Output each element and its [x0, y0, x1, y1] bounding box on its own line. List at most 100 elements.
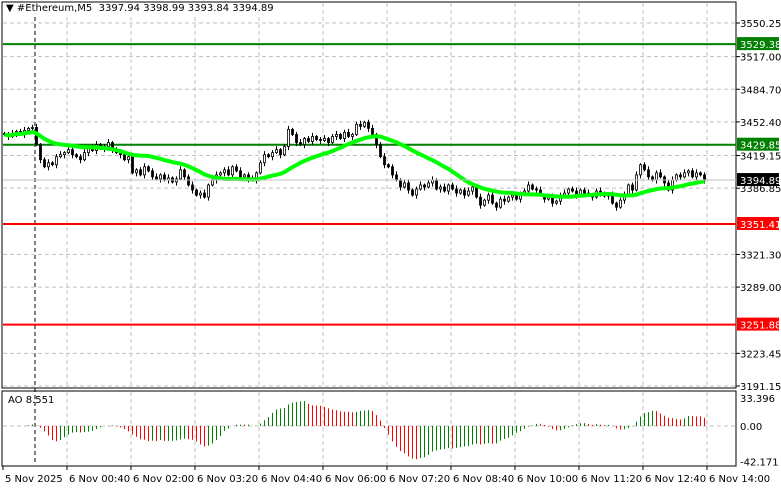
candle — [39, 144, 42, 161]
candle — [507, 196, 510, 202]
candle — [183, 169, 186, 178]
candle — [359, 123, 362, 127]
price-tick-label: 3452.40 — [740, 118, 781, 129]
candle — [619, 199, 622, 208]
candle — [287, 128, 290, 147]
candle — [455, 188, 458, 194]
candle — [411, 189, 414, 196]
time-label: 6 Nov 07:20 — [389, 474, 450, 485]
candle — [235, 166, 238, 172]
candle — [367, 121, 370, 129]
candle — [339, 134, 342, 139]
candle — [499, 198, 502, 208]
candle — [187, 176, 190, 186]
price-tick-label: 3517.00 — [740, 53, 781, 64]
candle — [271, 152, 274, 158]
candle — [195, 189, 198, 196]
candle — [439, 186, 442, 190]
candle — [223, 169, 226, 174]
price-tick-label: 3550.25 — [740, 19, 781, 30]
candle — [463, 189, 466, 196]
candle — [515, 194, 518, 200]
current-price-bg — [737, 173, 779, 187]
price-tick-label: 3386.85 — [740, 184, 781, 195]
candle — [279, 149, 282, 156]
candle — [199, 192, 202, 196]
candle — [391, 166, 394, 176]
candle — [403, 182, 406, 188]
time-label: 5 Nov 2025 — [5, 474, 63, 485]
candle — [139, 169, 142, 176]
candle — [315, 136, 318, 140]
candle — [75, 154, 78, 158]
candle — [363, 121, 366, 127]
candle — [55, 156, 58, 166]
candle — [415, 188, 418, 196]
candle — [147, 166, 150, 172]
candle — [243, 174, 246, 178]
candle — [371, 127, 374, 135]
price-tick-label: 3321.30 — [740, 250, 781, 261]
ao-name: AO — [8, 395, 23, 406]
candle — [291, 128, 294, 135]
current-price-label: 3394.89 — [740, 176, 781, 187]
candle — [631, 184, 634, 191]
time-label: 6 Nov 08:40 — [453, 474, 514, 485]
ao-scale-label: 0.00 — [740, 422, 762, 433]
time-label: 6 Nov 14:00 — [709, 474, 770, 485]
candle — [703, 174, 706, 181]
candle — [683, 172, 686, 178]
candle — [43, 159, 46, 168]
candle — [283, 146, 286, 156]
candle — [51, 162, 54, 166]
candle — [227, 169, 230, 176]
candle — [699, 172, 702, 176]
time-label: 6 Nov 00:40 — [69, 474, 130, 485]
candle — [63, 152, 66, 156]
candle — [583, 189, 586, 194]
candle — [231, 166, 234, 176]
candle — [503, 198, 506, 202]
candle — [475, 186, 478, 198]
candle — [347, 132, 350, 137]
candle — [615, 202, 618, 208]
candle — [163, 174, 166, 181]
candle — [387, 164, 390, 168]
candle — [319, 139, 322, 141]
level-label: 3429.85 — [740, 141, 781, 152]
candle — [483, 199, 486, 206]
collapse-triangle-icon[interactable]: ▼ — [6, 3, 14, 14]
level-label: 3351.41 — [740, 220, 781, 231]
candle — [491, 194, 494, 204]
candle — [211, 179, 214, 186]
candle — [131, 156, 134, 174]
candle — [267, 154, 270, 158]
candle — [471, 186, 474, 192]
candle — [219, 172, 222, 176]
candle — [495, 202, 498, 208]
candle — [191, 184, 194, 191]
candle — [555, 200, 558, 204]
candle — [151, 170, 154, 178]
candle — [331, 136, 334, 143]
candle — [451, 184, 454, 190]
ao-scale-label: 33.396 — [740, 394, 775, 405]
candle — [335, 134, 338, 137]
candle — [395, 174, 398, 181]
candle — [639, 164, 642, 176]
price-tick-label: 3484.70 — [740, 85, 781, 96]
level-label-bg — [737, 317, 779, 331]
candle — [423, 184, 426, 188]
candle — [71, 149, 74, 156]
candle — [435, 179, 438, 190]
candle — [343, 132, 346, 139]
ao-value: 8.551 — [25, 395, 55, 406]
candle — [307, 138, 310, 142]
candle — [571, 188, 574, 192]
candle — [203, 192, 206, 198]
candle — [275, 149, 278, 154]
high-value: 3398.99 — [143, 3, 185, 14]
candle — [31, 126, 34, 129]
candle — [135, 169, 138, 174]
